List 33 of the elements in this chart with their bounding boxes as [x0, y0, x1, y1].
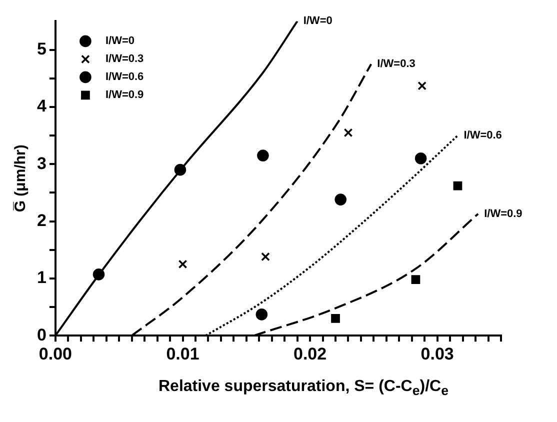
y-axis-title: G̅ (μm/hr)	[12, 144, 30, 212]
x-tick-label: 0.02	[294, 344, 327, 364]
y-tick-label: 3	[36, 154, 46, 173]
point	[174, 164, 186, 176]
y-tick-label: 4	[36, 96, 47, 116]
x-axis-title: Relative supersaturation, S= (C-C$_{e}$)/C$_{e}$	[157, 378, 450, 398]
x-tick-label: 0.00	[38, 344, 72, 364]
point	[414, 152, 427, 164]
series-label: I/W=0.6	[464, 130, 502, 142]
series-label: I/W=0.3	[377, 58, 416, 70]
x-tick-label: 0.01	[166, 344, 200, 364]
y-tick-label: 5	[36, 39, 46, 58]
x-tick-label: 0.03	[420, 344, 454, 364]
series-label: I/W=0.9	[484, 208, 522, 220]
point	[334, 194, 347, 206]
point	[331, 314, 340, 323]
point	[411, 275, 420, 284]
legend-label: I/W=0.6	[105, 71, 144, 84]
point	[257, 150, 269, 162]
point	[453, 181, 462, 190]
point	[418, 81, 427, 90]
y-tick-label: 2	[36, 210, 46, 230]
point	[92, 268, 105, 280]
series-label: I/W=0	[303, 15, 332, 28]
legend-label: I/W=0.9	[105, 89, 144, 102]
point	[178, 260, 188, 269]
legend-label: I/W=0	[105, 35, 134, 48]
point	[344, 128, 353, 138]
point	[256, 308, 268, 320]
point	[261, 252, 270, 262]
legend-label: I/W=0.3	[105, 53, 144, 66]
y-tick-label: 0	[36, 325, 46, 344]
y-tick-label: 1	[36, 268, 46, 288]
